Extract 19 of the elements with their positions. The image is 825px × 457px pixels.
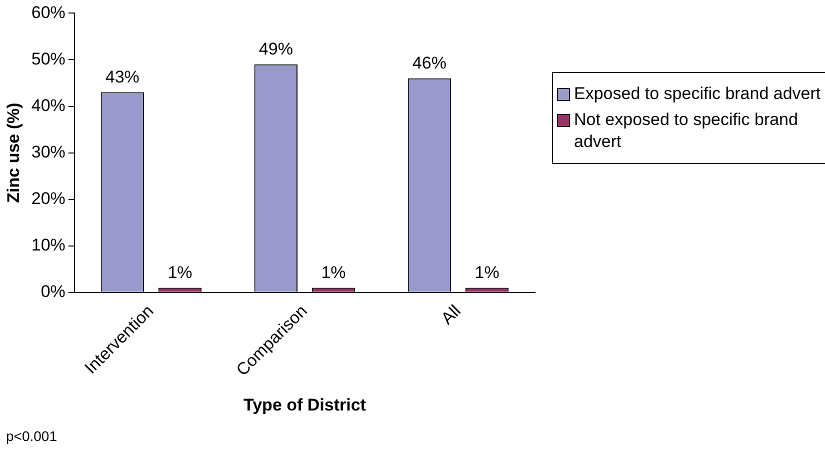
x-tick-label: All	[438, 301, 464, 328]
data-label: 43%	[105, 67, 140, 86]
y-tick-label: 0%	[40, 282, 66, 302]
legend-label: Exposed to specific brand advert	[574, 83, 821, 105]
y-tick-label: 40%	[31, 96, 66, 115]
data-label: 1%	[168, 262, 192, 282]
y-tick-label: 50%	[31, 49, 66, 68]
x-axis-title: Type of District	[243, 395, 366, 414]
data-label: 46%	[412, 54, 446, 73]
text: p<0.001	[6, 428, 57, 444]
y-tick-label: 60%	[31, 2, 66, 22]
y-tick-label: 10%	[31, 236, 66, 255]
data-label: 49%	[258, 40, 293, 59]
y-tick-label: 30%	[31, 142, 66, 162]
data-label: 1%	[474, 262, 500, 282]
legend-label: Not exposed to specific brand advert	[574, 109, 799, 153]
y-tick-label: 20%	[31, 189, 66, 208]
y-axis-title: Zinc use (%)	[4, 102, 23, 203]
data-label: 1%	[321, 262, 346, 282]
